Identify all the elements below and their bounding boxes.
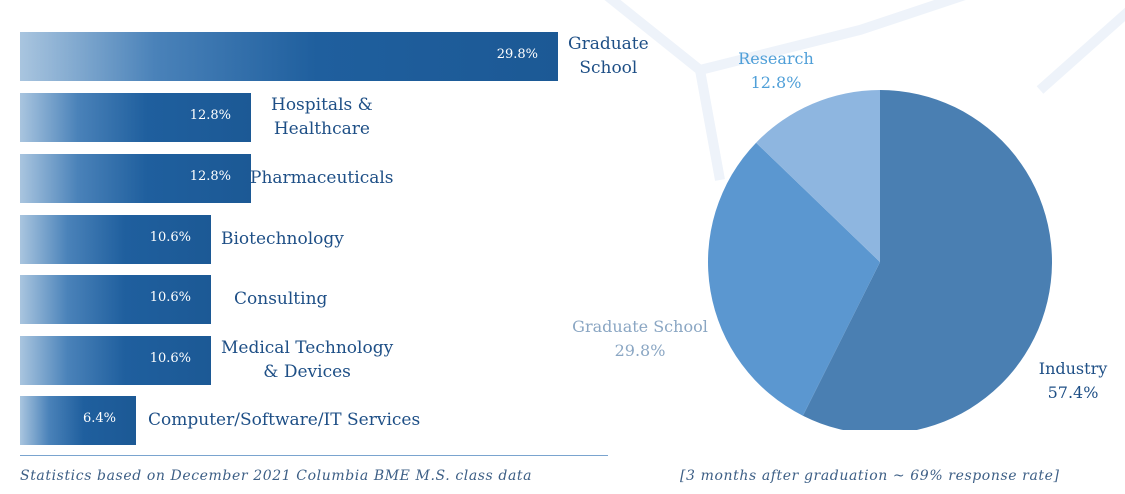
bar-category-label: Computer/Software/IT Services	[148, 410, 421, 430]
bar-category-label: Consulting	[234, 289, 328, 309]
bar-category-label: Graduate School	[568, 34, 649, 78]
bar-value-label: 6.4%	[82, 411, 116, 426]
bar-value-label: 10.6%	[149, 230, 191, 245]
pie-chart: Industry 57.4% Graduate School 29.8% Researc…	[572, 49, 1108, 430]
bar: 12.8%	[20, 93, 251, 142]
bar: 29.8%	[20, 32, 558, 81]
footer-response-note: [3 months after graduation ~ 69% respons…	[680, 468, 1060, 484]
bar: 10.6%	[20, 275, 211, 324]
bar: 10.6%	[20, 336, 211, 385]
bar-value-label: 29.8%	[496, 47, 538, 62]
footer-source-note: Statistics based on December 2021 Columb…	[20, 468, 533, 484]
bar-value-label: 10.6%	[149, 351, 191, 366]
pie-slice	[802, 90, 1052, 430]
bar: 10.6%	[20, 215, 211, 264]
bar-value-label: 10.6%	[149, 290, 191, 305]
pie-slice-label: Graduate School 29.8%	[572, 317, 708, 360]
bar-value-label: 12.8%	[189, 108, 231, 123]
pie-slice-label: Industry 57.4%	[1039, 359, 1108, 402]
bar-category-label: Medical Technology & Devices	[221, 338, 394, 382]
bar-value-label: 12.8%	[189, 169, 231, 184]
pie-slice	[756, 90, 880, 262]
bar: 6.4%	[20, 396, 136, 445]
bar: 12.8%	[20, 154, 251, 203]
pie-slice	[708, 142, 880, 416]
pie-slice-label: Research 12.8%	[738, 49, 814, 92]
footer-rule	[20, 455, 608, 456]
bar-category-label: Pharmaceuticals	[250, 168, 394, 188]
bar-category-label: Biotechnology	[221, 229, 344, 249]
bar-category-label: Hospitals & Healthcare	[271, 95, 373, 139]
